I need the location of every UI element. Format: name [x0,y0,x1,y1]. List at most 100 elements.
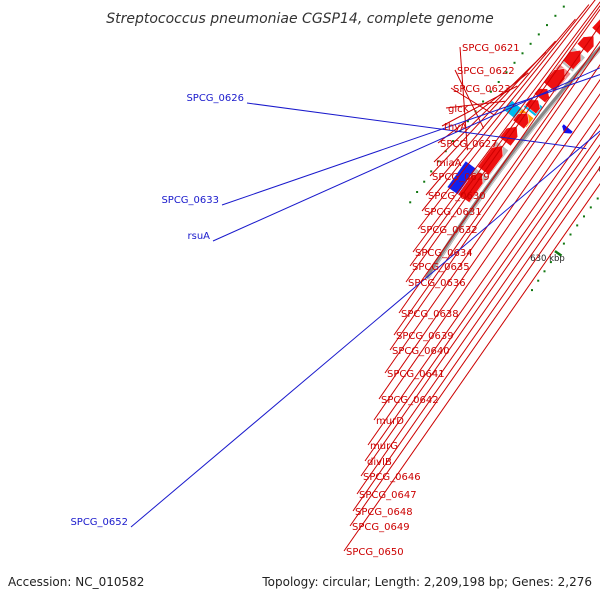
right-gene-label[interactable]: SPCG_0650 [346,547,404,558]
left-label-leader [212,67,600,242]
left-gene-label[interactable]: SPCG_0633 [161,195,219,206]
right-label-leader [360,132,600,477]
guide-dot-outer [505,71,508,74]
guide-dot-outer [554,14,557,17]
forward-gene-arrow [591,18,600,36]
right-label-leader [384,63,600,374]
right-gene-label[interactable]: SPCG_0649 [352,522,410,533]
guide-dot [531,289,533,292]
right-gene-label[interactable]: murD [376,416,404,427]
guide-dot-outer [529,42,532,45]
right-label-leader [433,51,547,163]
backbone-highlight [427,50,600,280]
guide-dot-outer [437,160,440,163]
right-label-leader [367,111,600,446]
guide-dot [549,261,552,264]
right-gene-label[interactable]: SPCG_0647 [359,490,417,501]
right-gene-label[interactable]: glcK [448,104,470,115]
right-gene-label[interactable]: SPCG_0640 [392,346,450,357]
right-gene-label[interactable]: SPCG_0641 [387,369,445,380]
guide-dot-outer [497,81,500,83]
right-gene-label[interactable]: SPCG_0631 [424,207,482,218]
guide-dot [562,242,565,245]
guide-dot [543,270,546,273]
right-gene-label[interactable]: SPCG_0646 [363,472,421,483]
guide-dot [569,233,572,236]
guide-dot-outer [521,52,524,55]
right-label-leader [459,46,468,151]
guide-dot-outer [546,24,548,27]
right-label-leader [409,4,600,267]
right-gene-label[interactable]: SPCG_0632 [420,225,478,236]
guide-dot-outer [416,191,419,193]
guide-dot-outer [513,61,516,64]
kbp-tick-mark [554,250,563,257]
guide-dot [583,215,585,218]
left-label-leader [130,130,600,528]
label-leaders [130,0,600,552]
right-label-leader [373,93,600,421]
right-label-leader [398,24,600,314]
backbone-arc [424,45,600,280]
right-label-leader [421,4,590,212]
guide-dot [589,206,592,209]
forward-gene-arrow [562,50,582,70]
guide-dot-outer [423,180,426,183]
forward-gene-arrow [543,68,566,92]
guide-dot [596,197,599,200]
left-gene-label[interactable]: SPCG_0626 [186,93,244,104]
guide-dot-outer [562,5,565,8]
guide-dot-outer [537,33,540,36]
topology-text: Topology: circular; Length: 2,209,198 bp… [261,575,592,589]
right-label-leader [417,0,596,230]
right-gene-label[interactable]: thyA [444,122,467,133]
right-gene-label[interactable]: divIB [367,457,392,468]
right-gene-label[interactable]: SPCG_0635 [412,262,470,273]
left-label-leader [246,102,587,150]
guide-dot-outer [459,130,462,133]
guide-dot [576,224,579,227]
right-label-leader [412,1,600,253]
left-gene-label[interactable]: rsuA [188,231,211,242]
right-label-leader [352,155,600,512]
kbp-tick-label: 635 kbp [598,165,600,175]
right-gene-label[interactable]: SPCG_0648 [355,507,413,518]
right-label-leader [356,144,600,495]
right-label-leader [349,166,600,527]
right-gene-label[interactable]: SPCG_0627 [440,139,498,150]
right-gene-label[interactable]: SPCG_0642 [381,395,439,406]
accession-text: Accession: NC_010582 [8,575,144,589]
right-label-leader [425,18,576,196]
guide-dot [537,279,540,282]
right-gene-label[interactable]: SPCG_0638 [401,309,459,320]
right-label-leader [429,40,556,177]
guide-dot-outer [489,90,492,93]
guide-dot-outer [409,201,412,204]
right-gene-label[interactable]: murG [370,441,398,452]
right-gene-label[interactable]: miaA [436,158,462,169]
right-label-leader [364,123,600,462]
genome-backbone [424,45,600,280]
right-gene-label[interactable]: SPCG_0634 [415,248,473,259]
gene-labels: SPCG_0621 SPCG_0622 SPCG_0623 glcK thyA SPCG_… [70,43,519,558]
right-label-leader [343,182,600,552]
right-gene-label[interactable]: SPCG_0622 [457,66,515,77]
guide-dot-outer [482,100,485,103]
map-title: Streptococcus pneumoniae CGSP14, complet… [106,11,494,27]
right-label-leader [389,46,600,351]
right-gene-label[interactable]: SPCG_0621 [462,43,520,54]
guide-dot-outer [466,120,469,123]
right-gene-label[interactable]: SPCG_0639 [396,331,454,342]
guide-dot-outer [430,170,433,173]
title-backdrop [60,0,540,30]
right-label-leader [405,8,600,283]
left-gene-label[interactable]: SPCG_0652 [70,517,128,528]
right-label-leader [378,79,600,400]
guide-dot-outer [452,140,454,143]
left-label-leader [221,74,600,206]
right-gene-label[interactable]: SPCG_0630 [428,191,486,202]
right-gene-label[interactable]: SPCG_0623 [453,84,511,95]
right-gene-label[interactable]: SPCG_0636 [408,278,466,289]
right-gene-label[interactable]: SPCG_0629 [432,172,490,183]
